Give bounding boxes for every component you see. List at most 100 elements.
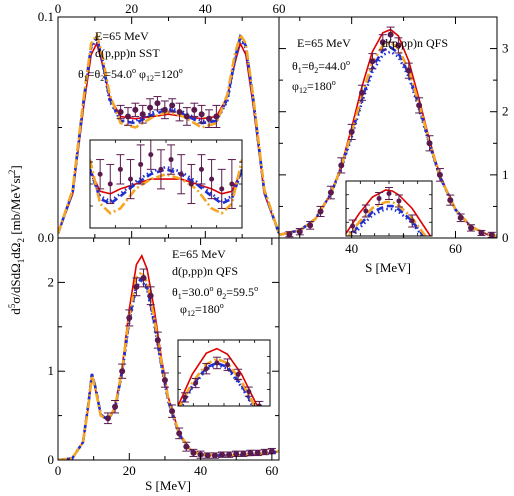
qfs-top-point (435, 168, 444, 182)
qfs-top-ytick-label-right: 1 (502, 167, 509, 182)
qfs-bottom-point (175, 427, 184, 440)
qfs-bottom-point (146, 286, 155, 306)
qfs-bottom-point (232, 450, 241, 457)
sst-point (197, 104, 206, 124)
qfs-bottom-xtick-label: 60 (265, 463, 278, 478)
sst-annot-energy: E=65 MeV (95, 29, 149, 43)
qfs-top-ticks: 40 60 0 1 2 3 (279, 16, 509, 256)
sst-point (190, 102, 199, 117)
sst-inset-point (146, 140, 155, 170)
ylabel: d5σ/dSdΩ1dΩ2 [mb/MeVsr2] (7, 165, 26, 314)
sst-inset-point (136, 144, 145, 185)
qfs-bottom-point (239, 450, 248, 457)
sst-series-solid (58, 41, 279, 234)
qfs-top-ytick-label-right: 2 (502, 104, 509, 119)
qfs-top-inset-point (385, 187, 393, 200)
qfs-top-inset-point (375, 192, 384, 205)
sst-annot-reaction: d(p,pp)n SST (95, 46, 160, 60)
qfs-top-xlabel: S [MeV] (365, 260, 411, 275)
qfs-top-point (415, 97, 424, 114)
qfs-top-inset-series-dotted (350, 207, 424, 236)
qfs-top-point (446, 194, 455, 206)
qfs-bottom-xtick-label: 40 (194, 463, 207, 478)
qfs-bottom-inset-frame (177, 339, 271, 407)
sst-inset-point (207, 159, 216, 200)
sst-point (182, 107, 191, 126)
qfs-bottom-point (210, 452, 219, 459)
sst-point (153, 96, 162, 111)
qfs-bottom-xtick-label: 20 (123, 463, 136, 478)
qfs-bottom-inset-point (244, 386, 253, 397)
sst-points (116, 96, 221, 128)
qfs-top-point (368, 53, 377, 70)
qfs-bottom-point (260, 448, 269, 456)
qfs-bottom-point (103, 412, 112, 425)
qfs-top-point (306, 221, 315, 230)
qfs-bottom-point (111, 400, 120, 414)
qfs-top-point (378, 34, 387, 51)
sst-inset-point (96, 159, 105, 190)
qfs-top-point (477, 229, 486, 236)
qfs-bottom-inset-point (212, 356, 221, 370)
sst-xtick-label-top: 20 (125, 1, 138, 16)
qfs-bottom-annot-reaction: d(p,pp)n QFS (172, 264, 238, 278)
sst-inset-point (116, 154, 125, 185)
qfs-top-point (404, 62, 413, 79)
qfs-top-frame (278, 16, 498, 239)
qfs-bottom-frame (57, 237, 280, 461)
sst-xtick-label-top: 0 (55, 1, 62, 16)
qfs-top-point (316, 205, 325, 218)
qfs-top-inset-series-solid (346, 189, 432, 236)
qfs-bottom-annot-energy: E=65 MeV (172, 247, 226, 261)
sst-inset-point (217, 168, 226, 209)
qfs-top-inset-point (394, 194, 403, 208)
qfs-top-point (386, 26, 395, 43)
qfs-top-inset-point (348, 219, 357, 233)
qfs-bottom-inset-point (202, 363, 211, 375)
sst-ytick-label: 0.0 (38, 230, 54, 245)
sst-xtick-label-top: 40 (199, 1, 212, 16)
qfs-bottom-ytick-label: 1 (48, 363, 55, 378)
qfs-bottom-point (182, 441, 191, 452)
sst-inset-point (187, 163, 196, 205)
sst-point (116, 104, 125, 120)
sst-point (138, 104, 147, 124)
qfs-bottom-point (153, 331, 162, 349)
qfs-bottom-ytick-label: 0 (48, 452, 55, 467)
qfs-bottom-point (132, 277, 141, 297)
qfs-top-inset-series-dashed (348, 204, 426, 236)
sst-inset-point (156, 149, 165, 190)
qfs-top-annot-reaction: d(p,pp)n QFS (382, 36, 448, 50)
qfs-bottom-point (217, 451, 226, 458)
qfs-bottom-point (203, 452, 212, 459)
sst-point (212, 104, 221, 128)
sst-inset-point (126, 159, 135, 200)
qfs-top-annot-energy: E=65 MeV (297, 36, 351, 50)
qfs-top-annot-phi: φ12=180o (292, 78, 336, 95)
qfs-top-point (487, 231, 496, 238)
sst-inset-point (167, 144, 176, 175)
qfs-bottom-xlabel: S [MeV] (145, 478, 191, 493)
qfs-bottom-ticks: 0 20 40 60 0 1 2 (48, 237, 279, 478)
qfs-top-inset-series-dashdot (347, 200, 427, 236)
qfs-bottom-point (246, 449, 255, 457)
qfs-top-point (456, 213, 465, 223)
qfs-bottom-inset-point (181, 392, 190, 403)
qfs-bottom-xtick-label: 0 (55, 463, 62, 478)
qfs-bottom-point (125, 309, 134, 327)
qfs-top-points (285, 26, 496, 238)
sst-point (146, 98, 155, 117)
qfs-bottom-inset-background (178, 340, 270, 406)
qfs-top-point (394, 37, 403, 54)
panel-qfs-bottom: 0 20 40 60 0 1 2 S [MeV] E=65 MeV d(p,pp)n QFS… (48, 237, 280, 493)
qfs-bottom-inset-point (255, 400, 264, 406)
sst-inset-point (197, 154, 206, 185)
qfs-bottom-point (139, 268, 148, 288)
qfs-top-point (326, 185, 335, 200)
qfs-bottom-inset-series-solid (178, 347, 259, 406)
sst-inset-point (227, 159, 236, 209)
qfs-top-xtick-label: 40 (345, 241, 358, 256)
sst-inset-background (90, 140, 242, 228)
sst-inset (89, 139, 243, 229)
qfs-bottom-point (168, 404, 177, 418)
